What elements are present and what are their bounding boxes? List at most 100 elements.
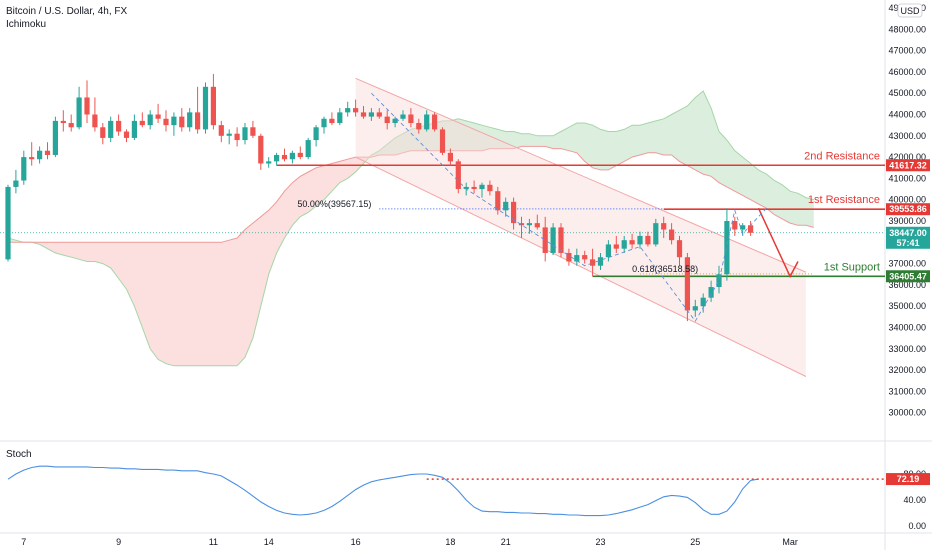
candle[interactable] — [637, 231, 643, 249]
candle[interactable] — [645, 231, 651, 247]
candle[interactable] — [376, 108, 382, 119]
candle[interactable] — [147, 110, 153, 130]
candle[interactable] — [732, 216, 738, 236]
candle[interactable] — [60, 110, 66, 132]
candle-body — [187, 112, 193, 128]
candle[interactable] — [234, 127, 240, 147]
candle[interactable] — [455, 159, 461, 194]
candle[interactable] — [439, 127, 446, 155]
candle[interactable] — [131, 114, 137, 141]
candle[interactable] — [155, 103, 161, 124]
candle[interactable] — [708, 280, 714, 302]
candle[interactable] — [163, 110, 169, 132]
candle[interactable] — [21, 150, 27, 185]
candle[interactable] — [139, 112, 145, 128]
time-tick-label: 11 — [209, 537, 218, 547]
candle[interactable] — [92, 97, 98, 132]
candle[interactable] — [37, 146, 43, 164]
candle[interactable] — [5, 184, 11, 262]
candle[interactable] — [416, 118, 422, 134]
candle[interactable] — [76, 86, 82, 130]
candle[interactable] — [511, 197, 517, 230]
candle[interactable] — [250, 120, 256, 138]
candle[interactable] — [566, 248, 572, 266]
candle[interactable] — [558, 223, 564, 258]
candle[interactable] — [116, 114, 122, 136]
candle[interactable] — [582, 250, 588, 264]
candle[interactable] — [321, 116, 327, 134]
candle[interactable] — [384, 110, 390, 130]
candle[interactable] — [52, 116, 58, 158]
candle[interactable] — [692, 299, 698, 317]
candle[interactable] — [748, 221, 754, 236]
candle[interactable] — [179, 108, 185, 132]
candle[interactable] — [661, 216, 667, 239]
candle[interactable] — [495, 186, 501, 215]
currency-badge[interactable] — [897, 3, 923, 18]
candle[interactable] — [550, 223, 556, 256]
candle[interactable] — [226, 129, 232, 145]
candle[interactable] — [518, 216, 525, 239]
candle[interactable] — [669, 223, 675, 245]
candle[interactable] — [487, 180, 493, 196]
candle[interactable] — [621, 235, 627, 253]
candle[interactable] — [408, 108, 414, 128]
candle[interactable] — [210, 74, 216, 130]
candle[interactable] — [195, 86, 201, 134]
candle[interactable] — [534, 214, 540, 230]
candle[interactable] — [574, 248, 580, 266]
candle[interactable] — [258, 133, 264, 170]
candle[interactable] — [187, 108, 193, 132]
candle[interactable] — [629, 233, 635, 249]
candle[interactable] — [471, 180, 477, 194]
candle[interactable] — [100, 123, 106, 145]
candle[interactable] — [266, 157, 272, 168]
candle[interactable] — [281, 148, 288, 162]
candle[interactable] — [653, 218, 659, 247]
candle[interactable] — [432, 112, 438, 132]
candle[interactable] — [605, 240, 611, 262]
candle[interactable] — [297, 146, 303, 160]
candle[interactable] — [613, 235, 619, 253]
candle[interactable] — [400, 110, 406, 121]
candle[interactable] — [345, 101, 351, 117]
candle-body — [44, 150, 51, 155]
candle[interactable] — [171, 112, 177, 136]
candle[interactable] — [305, 137, 311, 160]
candle-body — [171, 116, 177, 126]
candle[interactable] — [526, 218, 532, 234]
candle[interactable] — [108, 116, 114, 143]
stoch-panel[interactable] — [7, 465, 885, 517]
candle[interactable] — [274, 152, 280, 166]
candle[interactable] — [13, 169, 19, 194]
candle[interactable] — [68, 114, 74, 132]
candle[interactable] — [676, 235, 683, 266]
candle[interactable] — [447, 148, 453, 166]
candle[interactable] — [313, 125, 319, 147]
candle[interactable] — [360, 105, 367, 119]
candle[interactable] — [590, 248, 596, 277]
candle[interactable] — [242, 123, 248, 145]
candle[interactable] — [329, 112, 335, 126]
stoch-line[interactable] — [7, 465, 759, 517]
candle[interactable] — [337, 108, 343, 126]
candle[interactable] — [597, 252, 604, 270]
candle[interactable] — [29, 142, 35, 166]
candle[interactable] — [44, 142, 51, 160]
candle[interactable] — [353, 99, 359, 117]
candle[interactable] — [542, 216, 548, 262]
candle[interactable] — [479, 182, 485, 198]
candle[interactable] — [202, 82, 209, 134]
candle[interactable] — [123, 129, 130, 143]
candle[interactable] — [424, 110, 430, 132]
candle[interactable] — [700, 293, 706, 313]
candle[interactable] — [289, 150, 295, 164]
candle[interactable] — [218, 120, 224, 143]
candle[interactable] — [716, 265, 722, 294]
candle[interactable] — [392, 116, 398, 128]
candle[interactable] — [84, 80, 90, 124]
candle[interactable] — [368, 108, 374, 121]
candle[interactable] — [503, 197, 509, 217]
